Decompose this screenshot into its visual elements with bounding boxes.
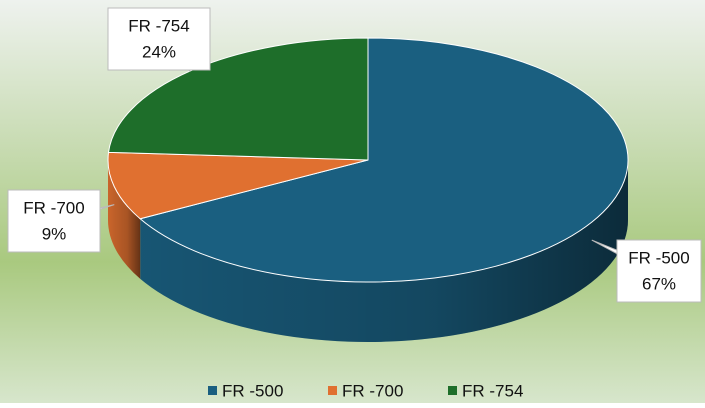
data-label-value: 9% bbox=[42, 224, 67, 243]
chart: FR -500 67% FR -700 9% FR -754 24% FR -500 FR -… bbox=[0, 0, 705, 403]
legend-label: FR -754 bbox=[462, 381, 523, 400]
data-label-name: FR -700 bbox=[23, 198, 84, 217]
legend-swatch bbox=[448, 386, 457, 395]
legend-swatch bbox=[328, 386, 337, 395]
legend-label: FR -500 bbox=[222, 381, 283, 400]
data-label-value: 67% bbox=[642, 274, 676, 293]
data-label-value: 24% bbox=[142, 42, 176, 61]
data-label-name: FR -754 bbox=[128, 16, 189, 35]
legend-label: FR -700 bbox=[342, 381, 403, 400]
legend-swatch bbox=[208, 386, 217, 395]
data-label-name: FR -500 bbox=[628, 248, 689, 267]
